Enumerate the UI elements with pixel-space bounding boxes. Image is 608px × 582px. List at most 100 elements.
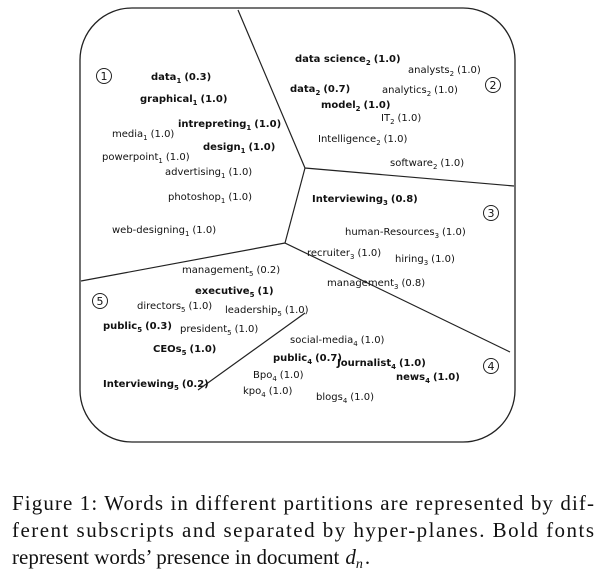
word-text: Bpo bbox=[253, 370, 272, 381]
word-subscript: 2 bbox=[366, 59, 371, 67]
word-subscript: 1 bbox=[176, 77, 181, 85]
word-text: data bbox=[151, 72, 176, 83]
word: executive5 (1) bbox=[195, 286, 274, 299]
word: public4 (0.7) bbox=[273, 353, 342, 366]
word: powerpoint1 (1.0) bbox=[102, 152, 190, 165]
word-score: (1.0) bbox=[431, 254, 455, 265]
word-score: (0.7) bbox=[315, 353, 342, 364]
region-number: 3 bbox=[488, 207, 495, 220]
word: kpo4 (1.0) bbox=[243, 386, 293, 399]
word-subscript: 4 bbox=[261, 391, 266, 399]
word-subscript: 4 bbox=[425, 377, 430, 385]
word-score: (1.0) bbox=[357, 248, 381, 259]
word: social-media4 (1.0) bbox=[290, 335, 385, 348]
word-subscript: 2 bbox=[450, 70, 454, 78]
word: graphical1 (1.0) bbox=[140, 94, 227, 107]
word-score: (1.0) bbox=[285, 305, 309, 316]
word: analytics2 (1.0) bbox=[382, 85, 458, 98]
word: IT2 (1.0) bbox=[381, 113, 421, 126]
math-sub: n bbox=[356, 557, 363, 572]
caption: Figure 1: Words in different partitions … bbox=[12, 491, 594, 572]
word: analysts2 (1.0) bbox=[408, 65, 481, 78]
word-text: CEOs bbox=[153, 344, 182, 355]
caption-text: represent words’ presence in document bbox=[12, 545, 339, 569]
word-score: (1.0) bbox=[229, 167, 253, 178]
word: Journalist4 (1.0) bbox=[336, 358, 426, 371]
word: human-Resources3 (1.0) bbox=[345, 227, 466, 240]
word-subscript: 5 bbox=[249, 270, 253, 278]
word-score: (0.8) bbox=[391, 194, 418, 205]
word: data1 (0.3) bbox=[151, 72, 211, 85]
caption-line: ferent subscripts and separated by hyper… bbox=[12, 518, 594, 542]
word-score: (1.0) bbox=[398, 113, 422, 124]
word-text: software bbox=[390, 158, 433, 169]
word-subscript: 5 bbox=[227, 329, 231, 337]
word-text: news bbox=[396, 372, 425, 383]
word-subscript: 2 bbox=[433, 163, 437, 171]
region-marker bbox=[96, 68, 112, 84]
hyper-plane bbox=[80, 242, 286, 282]
word-subscript: 3 bbox=[383, 199, 388, 207]
word-subscript: 2 bbox=[427, 90, 431, 98]
word-score: (1.0) bbox=[235, 324, 259, 335]
word-subscript: 1 bbox=[158, 157, 162, 165]
word: intrepreting1 (1.0) bbox=[178, 119, 281, 132]
word-score: (0.2) bbox=[182, 379, 209, 390]
word-text: social-media bbox=[290, 335, 353, 346]
word-score: (1.0) bbox=[361, 335, 385, 346]
word-score: (0.3) bbox=[145, 321, 172, 332]
word-score: (1.0) bbox=[254, 119, 281, 130]
word: CEOs5 (1.0) bbox=[153, 344, 216, 357]
word-subscript: 1 bbox=[193, 99, 198, 107]
word-score: (1.0) bbox=[399, 358, 426, 369]
word-text: web-designing bbox=[112, 225, 185, 236]
word: Interviewing5 (0.2) bbox=[103, 379, 209, 392]
word-subscript: 5 bbox=[181, 306, 185, 314]
word-text: kpo bbox=[243, 386, 261, 397]
word-subscript: 1 bbox=[143, 134, 147, 142]
word-subscript: 4 bbox=[353, 340, 358, 348]
word-text: hiring bbox=[395, 254, 424, 265]
word-subscript: 1 bbox=[221, 197, 225, 205]
word-subscript: 3 bbox=[350, 253, 354, 261]
word: model2 (1.0) bbox=[321, 100, 390, 113]
word-text: data science bbox=[295, 54, 366, 65]
word-text: photoshop bbox=[168, 192, 221, 203]
word-score: (1.0) bbox=[433, 372, 460, 383]
word-score: (1.0) bbox=[374, 54, 401, 65]
word-score: (0.7) bbox=[323, 84, 350, 95]
word: management3 (0.8) bbox=[327, 278, 425, 291]
word-subscript: 2 bbox=[315, 89, 320, 97]
word-score: (1.0) bbox=[269, 386, 293, 397]
word: directors5 (1.0) bbox=[137, 301, 212, 314]
word-text: Interviewing bbox=[103, 379, 174, 390]
word-score: (1.0) bbox=[192, 225, 216, 236]
word-score: (1.0) bbox=[384, 134, 408, 145]
word-text: analytics bbox=[382, 85, 427, 96]
word-score: (1.0) bbox=[457, 65, 481, 76]
word-text: Journalist bbox=[336, 358, 391, 369]
hyper-planes bbox=[80, 9, 515, 391]
word: hiring3 (1.0) bbox=[395, 254, 455, 267]
word-score: (1.0) bbox=[151, 129, 175, 140]
word: leadership5 (1.0) bbox=[225, 305, 309, 318]
word: Interviewing3 (0.8) bbox=[312, 194, 418, 207]
word-subscript: 3 bbox=[424, 259, 428, 267]
word-subscript: 4 bbox=[391, 363, 396, 371]
word: Intelligence2 (1.0) bbox=[318, 134, 407, 147]
word-text: media bbox=[112, 129, 143, 140]
word-score: (1.0) bbox=[280, 370, 304, 381]
word-score: (0.2) bbox=[256, 265, 280, 276]
word-subscript: 3 bbox=[435, 232, 439, 240]
word: data science2 (1.0) bbox=[295, 54, 401, 67]
word-subscript: 4 bbox=[272, 375, 277, 383]
word-subscript: 1 bbox=[185, 230, 189, 238]
word-score: (1.0) bbox=[190, 344, 217, 355]
word: software2 (1.0) bbox=[390, 158, 464, 171]
word-subscript: 2 bbox=[390, 118, 394, 126]
caption-end: . bbox=[365, 545, 370, 569]
hyper-plane bbox=[237, 9, 515, 187]
word-text: human-Resources bbox=[345, 227, 435, 238]
region-marker bbox=[483, 358, 499, 374]
